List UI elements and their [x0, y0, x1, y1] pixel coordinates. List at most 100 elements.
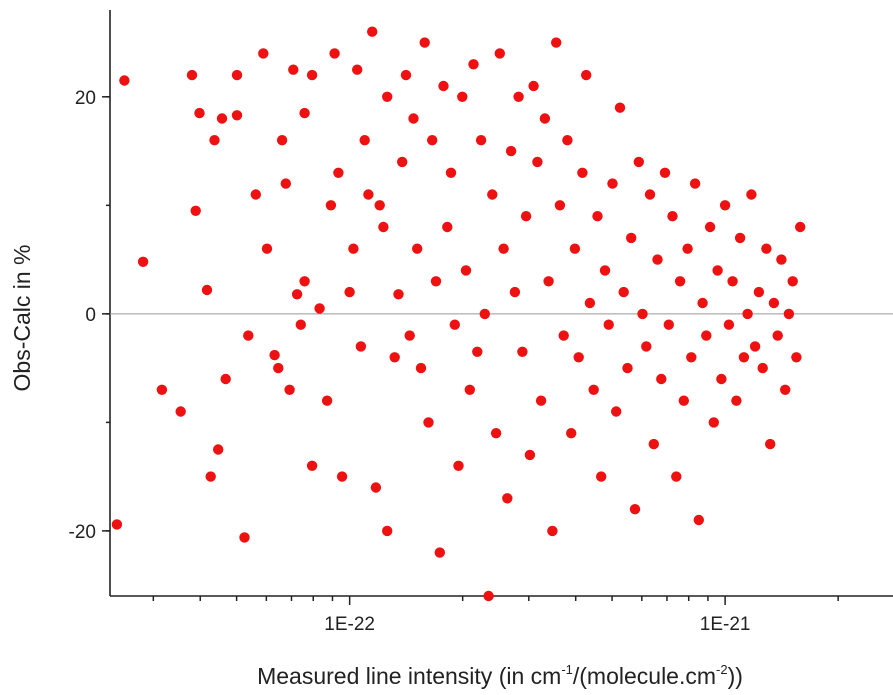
data-point	[738, 352, 750, 363]
data-point	[686, 352, 697, 363]
data-point	[490, 428, 502, 439]
x-axis-title-part1: Measured line intensity (in cm	[257, 663, 561, 689]
data-point	[442, 221, 453, 233]
data-point	[505, 145, 517, 157]
data-point	[423, 417, 434, 428]
data-point	[119, 75, 130, 86]
data-point	[393, 289, 404, 300]
data-point	[453, 460, 464, 471]
data-point	[336, 471, 348, 482]
data-point	[261, 243, 273, 254]
data-point	[795, 221, 806, 233]
data-point	[547, 525, 558, 537]
data-point	[644, 189, 656, 200]
data-point	[137, 256, 149, 267]
data-point	[175, 406, 186, 417]
data-point	[674, 276, 686, 287]
data-point	[719, 200, 731, 211]
data-point	[535, 395, 547, 406]
data-point	[243, 330, 254, 341]
data-point	[329, 48, 340, 59]
data-point	[727, 276, 738, 287]
data-point	[306, 460, 318, 471]
data-point	[250, 189, 261, 200]
data-point	[460, 265, 472, 276]
x-tick-label: 1E-22	[324, 614, 375, 635]
data-point	[787, 276, 798, 287]
data-point	[494, 48, 505, 59]
data-point	[524, 449, 536, 461]
data-point	[258, 48, 269, 59]
data-point	[742, 308, 753, 320]
y-tick-label: -20	[69, 522, 96, 543]
data-point	[295, 319, 306, 330]
data-point	[344, 286, 355, 298]
data-point	[472, 346, 483, 357]
data-point	[532, 156, 543, 168]
data-point	[749, 341, 761, 352]
data-point	[498, 243, 509, 254]
plot-area	[109, 10, 893, 597]
data-point	[667, 211, 678, 222]
data-point	[314, 303, 325, 314]
data-point	[712, 265, 723, 276]
data-point	[682, 243, 693, 254]
data-point	[765, 438, 776, 450]
data-point	[757, 362, 768, 374]
data-point	[697, 297, 708, 309]
data-point	[355, 341, 367, 352]
data-point	[306, 69, 318, 81]
data-point	[648, 438, 659, 450]
data-point	[693, 514, 704, 526]
data-point	[671, 471, 682, 482]
data-point	[352, 64, 363, 75]
data-point	[637, 308, 648, 320]
data-point	[539, 113, 551, 124]
data-point	[596, 471, 607, 482]
data-point	[284, 384, 295, 395]
data-point	[543, 276, 554, 287]
data-point	[704, 221, 716, 233]
data-points	[111, 26, 806, 602]
data-point	[273, 362, 284, 374]
data-point	[641, 341, 652, 352]
data-point	[449, 319, 460, 330]
data-point	[633, 156, 644, 168]
axis-ticks: 1E-22 1E-21 -20 0 20	[69, 88, 839, 635]
data-point	[216, 113, 228, 124]
data-point	[723, 319, 735, 330]
data-point	[359, 135, 370, 146]
data-point	[288, 64, 299, 75]
data-point	[186, 69, 198, 81]
data-point	[415, 362, 427, 374]
y-tick-label: 0	[85, 305, 96, 326]
data-point	[558, 330, 569, 341]
data-point	[791, 352, 802, 363]
data-point	[325, 200, 337, 211]
data-point	[569, 243, 581, 254]
data-point	[659, 167, 671, 178]
data-point	[783, 308, 795, 320]
x-axis-title: Measured line intensity (in cm-1/(molecu…	[257, 662, 743, 689]
data-point	[678, 395, 689, 406]
data-point	[280, 178, 291, 189]
data-point	[299, 276, 310, 287]
data-point	[333, 167, 344, 178]
data-point	[190, 205, 201, 216]
data-point	[772, 330, 783, 341]
data-point	[487, 189, 498, 200]
data-point	[716, 373, 727, 385]
y-axis-title: Obs-Calc in %	[9, 245, 35, 392]
data-point	[276, 135, 288, 146]
data-point	[378, 221, 389, 233]
data-point	[291, 289, 303, 300]
data-point	[517, 346, 528, 357]
data-point	[581, 69, 592, 81]
data-point	[689, 178, 701, 189]
data-point	[701, 330, 712, 341]
data-point	[434, 547, 445, 558]
data-point	[445, 167, 457, 178]
data-point	[408, 113, 419, 124]
data-point	[427, 135, 438, 146]
